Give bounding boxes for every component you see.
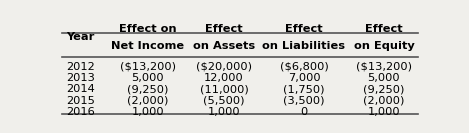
Text: 1,000: 1,000 [368,107,400,117]
Text: 5,000: 5,000 [131,73,164,83]
Text: on Assets: on Assets [193,41,255,51]
Text: Net Income: Net Income [111,41,184,51]
Text: (2,000): (2,000) [363,96,405,106]
Text: (11,000): (11,000) [200,84,249,94]
Text: (2,000): (2,000) [127,96,168,106]
Text: 1,000: 1,000 [131,107,164,117]
Text: Effect: Effect [285,24,323,34]
Text: (5,500): (5,500) [203,96,245,106]
Text: 7,000: 7,000 [287,73,320,83]
Text: 2012: 2012 [66,62,95,72]
Text: Effect: Effect [365,24,403,34]
Text: ($13,200): ($13,200) [356,62,412,72]
Text: (9,250): (9,250) [363,84,405,94]
Text: 2013: 2013 [66,73,95,83]
Text: 1,000: 1,000 [208,107,240,117]
Text: 12,000: 12,000 [204,73,244,83]
Text: Year: Year [66,32,94,42]
Text: ($20,000): ($20,000) [196,62,252,72]
Text: 5,000: 5,000 [368,73,400,83]
Text: 2014: 2014 [66,84,95,94]
Text: Effect on: Effect on [119,24,176,34]
Text: 0: 0 [300,107,308,117]
Text: ($6,800): ($6,800) [280,62,328,72]
Text: 2015: 2015 [66,96,95,106]
Text: on Equity: on Equity [354,41,414,51]
Text: Effect: Effect [205,24,243,34]
Text: ($13,200): ($13,200) [120,62,176,72]
Text: 2016: 2016 [66,107,95,117]
Text: (9,250): (9,250) [127,84,168,94]
Text: (1,750): (1,750) [283,84,325,94]
Text: (3,500): (3,500) [283,96,325,106]
Text: on Liabilities: on Liabilities [263,41,346,51]
